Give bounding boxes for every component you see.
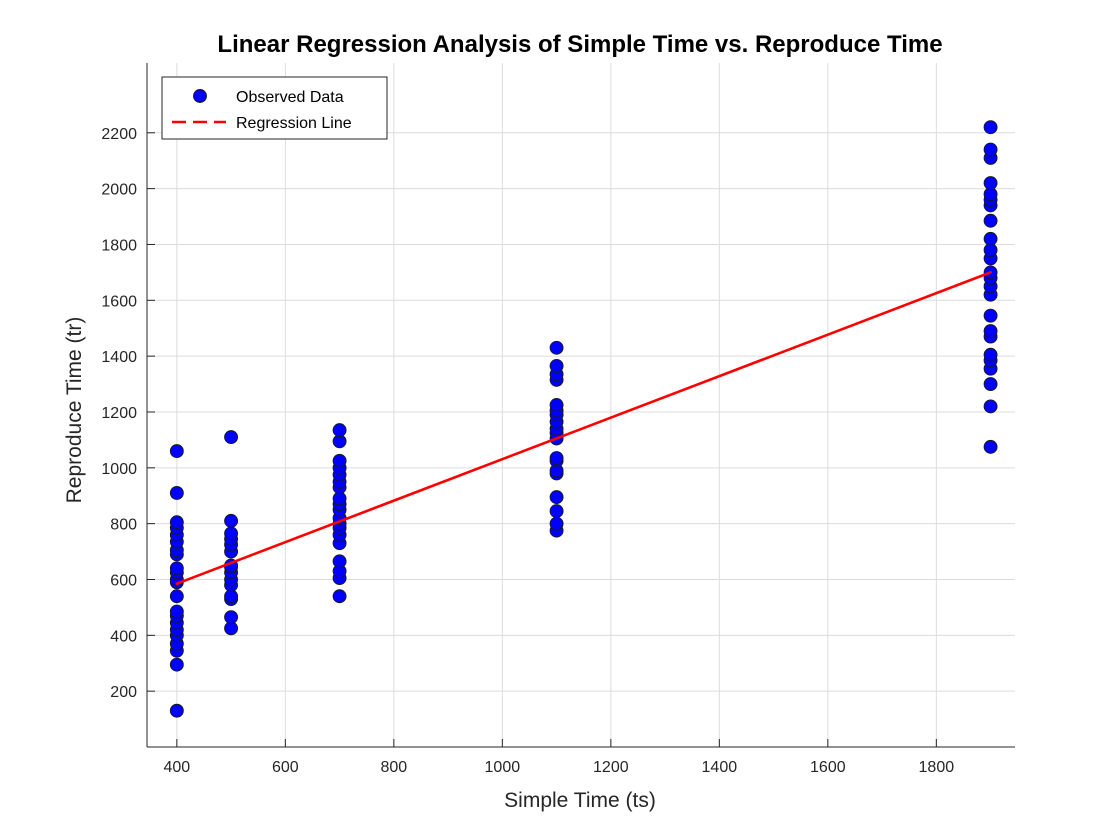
y-tick-label: 400 (110, 628, 137, 645)
x-tick-label: 1600 (810, 759, 846, 776)
observed-data-point (549, 340, 564, 355)
observed-data-point (169, 561, 184, 576)
observed-data-point (169, 589, 184, 604)
observed-data-point (549, 516, 564, 531)
legend-label-observed-data: Observed Data (236, 89, 344, 106)
observed-data-point (983, 347, 998, 362)
legend-label-regression-line: Regression Line (236, 115, 352, 132)
x-tick-label: 1800 (919, 759, 955, 776)
observed-data-point (983, 324, 998, 338)
observed-data-point (169, 444, 184, 459)
legend: Observed Data Regression Line (161, 76, 388, 140)
y-tick-label: 1000 (101, 461, 137, 478)
y-axis-label: Reproduce Time (tr) (63, 317, 86, 504)
observed-data-point (224, 610, 239, 625)
y-tick-label: 1400 (101, 349, 137, 366)
observed-data-point (983, 399, 998, 414)
observed-data-point (983, 377, 998, 392)
observed-data-point (983, 176, 998, 190)
regression-line (175, 271, 992, 585)
observed-data-point (169, 657, 184, 672)
observed-data-point (224, 513, 239, 528)
observed-data-point (549, 504, 564, 519)
observed-data-point (983, 439, 998, 454)
y-tick-label: 2200 (101, 126, 137, 143)
x-tick-label: 600 (272, 759, 299, 776)
y-tick-label: 2000 (101, 182, 137, 199)
observed-data-point (983, 142, 998, 157)
grid (147, 63, 1015, 747)
x-axis-label: Simple Time (ts) (504, 789, 656, 812)
plot-area (169, 120, 998, 718)
x-tick-label: 1000 (485, 759, 521, 776)
x-tick-label: 800 (380, 759, 407, 776)
y-tick-label: 1800 (101, 237, 137, 254)
axes: 400 600 800 1000 1200 1400 1600 1800 200 400 600 80… (101, 63, 1015, 776)
observed-data-point (549, 451, 564, 465)
observed-data-point (169, 703, 184, 718)
chart-title: Linear Regression Analysis of Simple Tim… (217, 31, 942, 58)
x-tick-label: 400 (163, 759, 190, 776)
observed-data-point (169, 515, 184, 530)
y-tick-label: 1600 (101, 293, 137, 310)
observed-data-point (983, 120, 998, 135)
observed-data-point (332, 589, 347, 604)
y-tick-label: 600 (110, 572, 137, 589)
x-tick-label: 1400 (702, 759, 738, 776)
x-tick-label: 1200 (593, 759, 629, 776)
observed-data-point (983, 213, 998, 228)
y-tick-label: 200 (110, 684, 137, 701)
y-tick-label: 1200 (101, 405, 137, 422)
observed-data-point (549, 490, 564, 505)
observed-data-point (169, 485, 184, 500)
legend-marker-observed-data (193, 89, 207, 103)
observed-data-point (169, 604, 184, 619)
legend-box (161, 76, 388, 140)
observed-data-point (224, 526, 239, 541)
observed-data-point (332, 453, 347, 468)
observed-data-point (224, 430, 239, 445)
observed-data-point (983, 308, 998, 323)
observed-data-point (549, 358, 564, 373)
observed-data-point (549, 398, 564, 412)
observed-data-point (332, 423, 347, 438)
y-tick-label: 800 (110, 517, 137, 534)
observed-data-point (332, 554, 347, 569)
observed-data-point (983, 231, 998, 246)
